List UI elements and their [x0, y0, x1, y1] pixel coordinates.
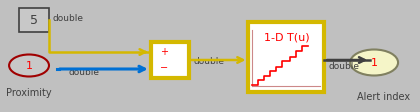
Text: +: +	[160, 47, 168, 57]
Text: 5: 5	[30, 14, 38, 27]
FancyBboxPatch shape	[151, 42, 189, 78]
Text: 1-D T(u): 1-D T(u)	[263, 32, 309, 42]
Text: −: −	[160, 63, 168, 73]
FancyBboxPatch shape	[249, 22, 324, 92]
Text: double: double	[328, 62, 359, 71]
Text: double: double	[69, 68, 100, 77]
Text: 1: 1	[370, 57, 378, 68]
Ellipse shape	[350, 50, 398, 75]
Text: Alert index: Alert index	[357, 92, 410, 102]
Text: Proximity: Proximity	[6, 88, 52, 98]
Text: double: double	[53, 14, 84, 23]
Text: double: double	[194, 57, 225, 66]
Text: 1: 1	[26, 60, 32, 70]
Ellipse shape	[9, 55, 49, 76]
FancyBboxPatch shape	[19, 8, 49, 32]
